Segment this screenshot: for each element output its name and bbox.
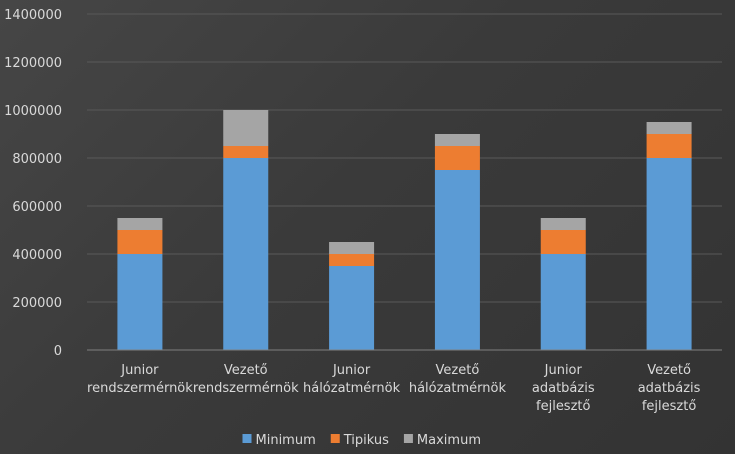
legend-swatch-maximum [403, 434, 413, 443]
category-label: adatbázis [638, 381, 701, 396]
category-label: Junior [120, 363, 159, 378]
category-label: Vezető [436, 363, 480, 378]
y-tick-label: 1000000 [4, 104, 62, 119]
legend-label-maximum: Maximum [417, 433, 481, 448]
y-axis-tick-labels: 0 200000 400000 600000 800000 1000000 1200000 1… [4, 8, 62, 359]
bar-minimum-5 [646, 158, 692, 350]
category-label: fejlesztő [536, 399, 590, 414]
y-tick-label: 1400000 [4, 8, 62, 23]
bars [117, 110, 692, 350]
bar-tipikus-0 [117, 230, 163, 254]
bar-tipikus-1 [223, 146, 269, 158]
y-tick-label: 400000 [12, 248, 62, 263]
legend-label-minimum: Minimum [256, 433, 316, 448]
legend-swatch-minimum [242, 434, 252, 443]
y-tick-label: 600000 [12, 200, 62, 215]
bar-maximum-3 [434, 134, 480, 146]
legend: Minimum Tipikus Maximum [242, 433, 481, 448]
bar-tipikus-5 [646, 134, 692, 158]
bar-tipikus-3 [434, 146, 480, 170]
bar-tipikus-2 [329, 254, 375, 266]
x-axis-category-labels: Junior rendszermérnök Vezető rendszermérnök… [87, 363, 701, 414]
bar-maximum-4 [540, 218, 586, 230]
category-label: hálózatmérnök [409, 381, 507, 396]
category-label: Vezető [647, 363, 691, 378]
legend-swatch-tipikus [330, 434, 340, 443]
bar-minimum-4 [540, 254, 586, 350]
bar-maximum-2 [329, 242, 375, 254]
y-tick-label: 0 [54, 344, 62, 359]
category-label: hálózatmérnök [303, 381, 401, 396]
bar-maximum-5 [646, 122, 692, 134]
y-tick-label: 800000 [12, 152, 62, 167]
y-tick-label: 200000 [12, 296, 62, 311]
category-label: rendszermérnök [87, 381, 193, 396]
y-tick-label: 1200000 [4, 56, 62, 71]
gridlines [87, 13, 722, 303]
category-label: Vezető [224, 363, 268, 378]
bar-minimum-3 [434, 170, 480, 350]
bar-tipikus-4 [540, 230, 586, 254]
category-label: Junior [544, 363, 583, 378]
legend-label-tipikus: Tipikus [343, 433, 389, 448]
bar-minimum-2 [329, 266, 375, 350]
bar-minimum-0 [117, 254, 163, 350]
bar-maximum-1 [223, 110, 269, 146]
bar-minimum-1 [223, 158, 269, 350]
category-label: Junior [332, 363, 371, 378]
bar-maximum-0 [117, 218, 163, 230]
category-label: adatbázis [532, 381, 595, 396]
category-label: fejlesztő [642, 399, 696, 414]
category-label: rendszermérnök [193, 381, 299, 396]
